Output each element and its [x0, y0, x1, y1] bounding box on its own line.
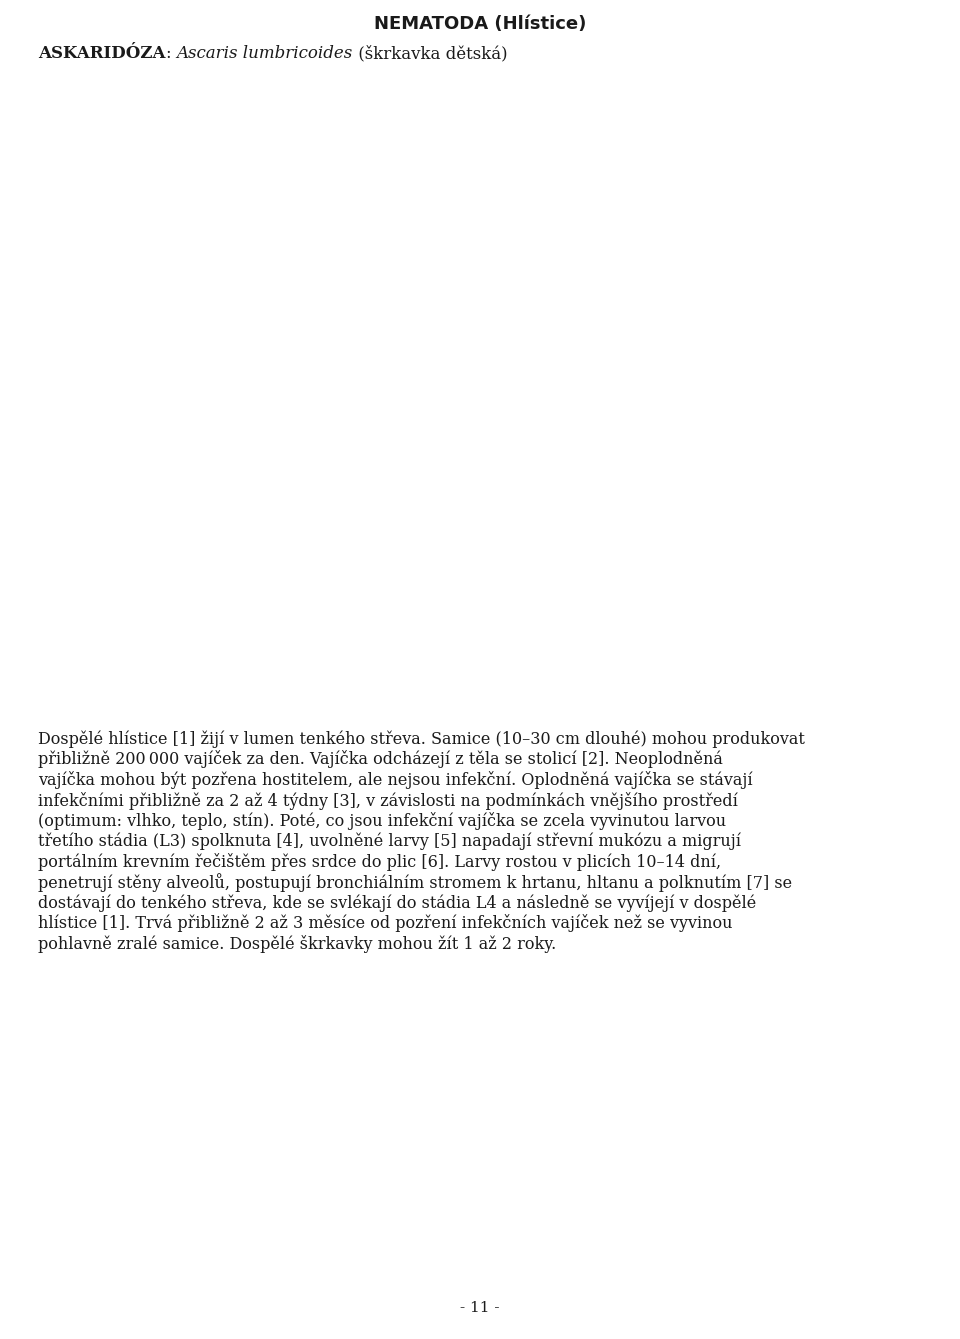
- Text: infekčními přibližně za 2 až 4 týdny [3], v závislosti na podmínkách vnějšího pr: infekčními přibližně za 2 až 4 týdny [3]…: [38, 791, 738, 810]
- Text: vajíčka mohou být pozřena hostitelem, ale nejsou infekční. Oplodněná vajíčka se : vajíčka mohou být pozřena hostitelem, al…: [38, 771, 753, 789]
- Text: - 11 -: - 11 -: [460, 1302, 500, 1315]
- Text: (škrkavka dětská): (škrkavka dětská): [352, 46, 507, 62]
- Text: třetího stádia (L3) spolknuta [4], uvolněné larvy [5] napadají střevní mukózu a : třetího stádia (L3) spolknuta [4], uvoln…: [38, 833, 741, 850]
- Text: (optimum: vlhko, teplo, stín). Poté, co jsou infekční vajíčka se zcela vyvinutou: (optimum: vlhko, teplo, stín). Poté, co …: [38, 811, 726, 830]
- Text: Ascaris lumbricoides: Ascaris lumbricoides: [177, 46, 352, 62]
- Text: hlístice [1]. Trvá přibližně 2 až 3 měsíce od pozření infekčních vajíček než se : hlístice [1]. Trvá přibližně 2 až 3 měsí…: [38, 915, 732, 932]
- Text: dostávají do tenkého střeva, kde se svlékají do stádia L4 a následně se vyvíjejí: dostávají do tenkého střeva, kde se svlé…: [38, 894, 756, 912]
- Text: penetrují stěny alveolů, postupují bronchiálním stromem k hrtanu, hltanu a polkn: penetrují stěny alveolů, postupují bronc…: [38, 873, 792, 892]
- Text: portálním krevním řečištěm přes srdce do plic [6]. Larvy rostou v plicích 10–14 : portálním krevním řečištěm přes srdce do…: [38, 853, 721, 870]
- Text: přibližně 200 000 vajíček za den. Vajíčka odcházejí z těla se stolicí [2]. Neopl: přibližně 200 000 vajíček za den. Vajíčk…: [38, 750, 723, 769]
- Text: ASKARIDÓZA: ASKARIDÓZA: [38, 46, 165, 62]
- Text: pohlavně zralé samice. Dospělé škrkavky mohou žít 1 až 2 roky.: pohlavně zralé samice. Dospělé škrkavky …: [38, 935, 556, 953]
- Text: :: :: [165, 46, 177, 62]
- Text: NEMATODA (Hlístice): NEMATODA (Hlístice): [373, 15, 587, 33]
- Text: Dospělé hlístice [1] žijí v lumen tenkého střeva. Samice (10–30 cm dlouhé) mohou: Dospělé hlístice [1] žijí v lumen tenkéh…: [38, 730, 804, 747]
